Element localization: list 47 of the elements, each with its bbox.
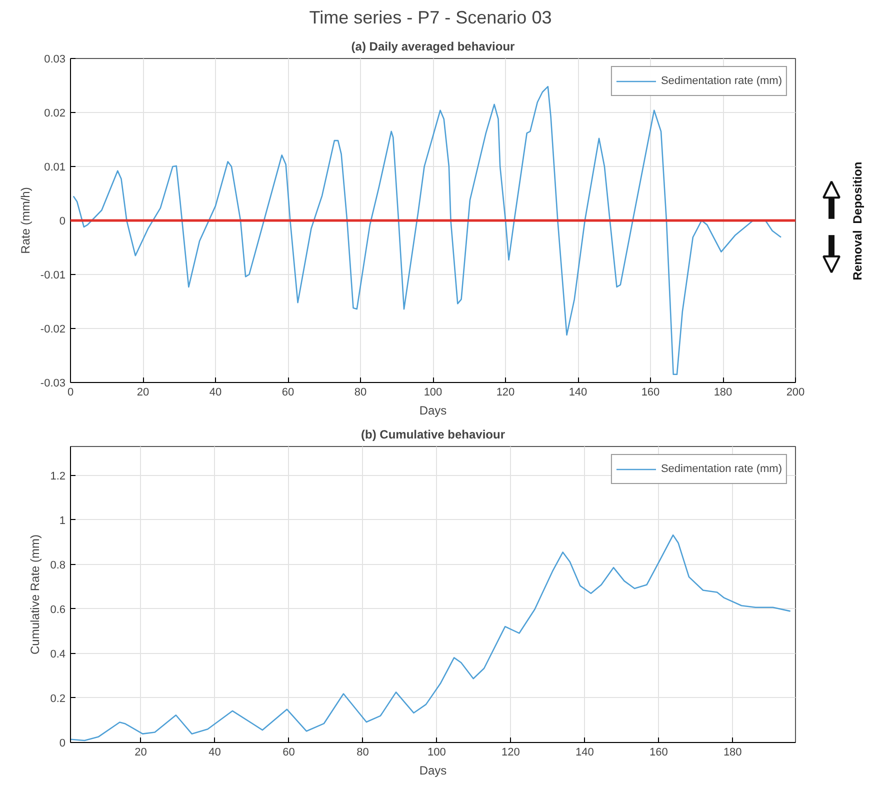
x-tick-label: 100 — [428, 746, 446, 758]
x-axis-title: Days — [419, 404, 447, 418]
y-tick-label: 0.03 — [44, 54, 66, 66]
chart-title: (b) Cumulative behaviour — [360, 428, 506, 442]
x-tick-label: 180 — [723, 746, 742, 758]
y-tick-label: 0.01 — [44, 162, 66, 174]
y-tick-label: 0.4 — [50, 648, 66, 660]
x-tick-label: 80 — [354, 386, 367, 398]
line-series — [72, 86, 782, 376]
x-tick-label: 0 — [67, 386, 74, 398]
y-tick-label: -0.02 — [40, 324, 66, 336]
y-axis-title: Cumulative Rate (mm) — [28, 534, 42, 655]
y-tick-label: 0.2 — [50, 692, 66, 705]
y-tick-label: 0 — [59, 216, 66, 228]
x-tick-label: 200 — [786, 386, 805, 398]
y-tick-label: 1 — [59, 514, 66, 527]
y-tick-label: -0.01 — [40, 270, 66, 282]
x-tick-label: 40 — [209, 386, 222, 398]
y-axis-title: Rate (mm/h) — [18, 187, 32, 254]
x-tick-label: 120 — [502, 746, 520, 758]
y-tick-label: 0 — [59, 738, 66, 750]
y-tick-label: 0.8 — [50, 559, 66, 572]
legend-label: Sedimentation rate (mm) — [660, 75, 782, 87]
x-tick-label: 60 — [282, 386, 294, 398]
x-tick-label: 80 — [356, 746, 369, 758]
y-tick-label: -0.03 — [40, 378, 66, 390]
x-tick-label: 60 — [282, 746, 295, 758]
y-tick-label: 1.2 — [50, 470, 66, 482]
text: Removal — [850, 230, 864, 280]
text: Deposition — [850, 162, 864, 224]
chart-title: Time series - P7 - Scenario 03 — [309, 8, 552, 28]
x-tick-label: 160 — [649, 746, 668, 758]
x-tick-label: 160 — [641, 386, 660, 398]
x-tick-label: 20 — [136, 386, 150, 398]
x-axis-title: Days — [419, 764, 447, 778]
x-tick-label: 140 — [568, 386, 588, 398]
legend-label: Sedimentation rate (mm) — [660, 463, 782, 475]
x-tick-label: 180 — [714, 386, 732, 398]
x-tick-label: 100 — [424, 386, 442, 398]
x-tick-label: 120 — [496, 386, 515, 398]
y-tick-label: 0.02 — [44, 108, 66, 120]
chart-subtitle: (a) Daily averaged behaviour — [351, 40, 516, 54]
x-tick-label: 140 — [575, 746, 594, 758]
y-tick-label: 0.6 — [50, 604, 66, 616]
x-tick-label: 20 — [134, 746, 147, 758]
line-series — [70, 534, 791, 742]
x-tick-label: 40 — [208, 746, 221, 758]
